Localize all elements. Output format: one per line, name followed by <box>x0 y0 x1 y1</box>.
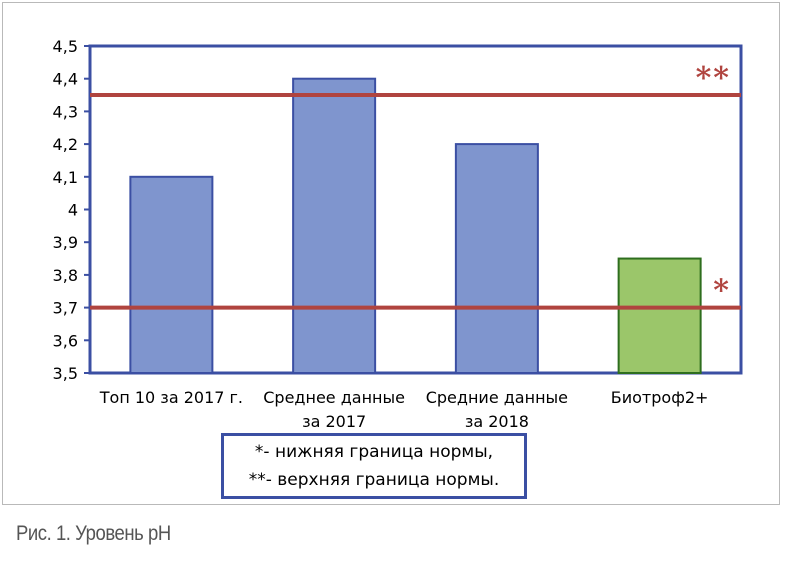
y-tick-label: 3,5 <box>53 364 78 383</box>
reference-lines: *** <box>90 61 741 310</box>
x-tick-label: Биотроф2+ <box>611 388 709 407</box>
y-tick-label: 4,1 <box>53 168 78 187</box>
bar <box>129 175 214 374</box>
y-tick-label: 3,6 <box>53 331 78 350</box>
x-tick-label: за 2017 <box>302 412 366 431</box>
x-tick-label: Среднее данные <box>263 388 405 407</box>
figure-caption: Рис. 1. Уровень рН <box>16 522 171 545</box>
y-tick-label: 4,4 <box>53 70 78 89</box>
legend-lower-bound-label: *- нижняя граница нормы, <box>254 442 494 462</box>
y-tick-label: 3,9 <box>53 233 78 252</box>
y-tick-label: 4,5 <box>53 37 78 56</box>
x-tick-label: Средние данные <box>426 388 568 407</box>
bar <box>292 77 377 374</box>
reference-line-marker: ** <box>696 61 731 96</box>
y-tick-label: 4,3 <box>53 102 78 121</box>
bar <box>617 257 702 374</box>
bar <box>454 143 539 374</box>
bars <box>129 77 702 374</box>
x-axis-tick-labels: Топ 10 за 2017 г. Среднее данные за 2017 Ср… <box>99 388 709 431</box>
reference-line-marker: * <box>713 274 731 309</box>
legend-box: *- нижняя граница нормы, **- верхняя гра… <box>221 433 527 499</box>
y-tick-label: 3,8 <box>53 266 78 285</box>
legend-upper-bound-label: **- верхняя граница нормы. <box>248 470 500 490</box>
y-axis-tick-labels: 3,5 3,6 3,7 3,8 3,9 4 4,1 4,2 4,3 4,4 4,5 <box>53 37 78 383</box>
y-tick-label: 4 <box>68 201 78 220</box>
x-tick-label: Топ 10 за 2017 г. <box>99 388 243 407</box>
y-tick-label: 3,7 <box>53 299 78 318</box>
x-tick-label: за 2018 <box>465 412 529 431</box>
y-tick-label: 4,2 <box>53 135 78 154</box>
